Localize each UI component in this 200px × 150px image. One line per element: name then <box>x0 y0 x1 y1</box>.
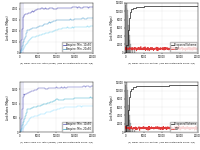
Bar <box>125 85 126 132</box>
Legend: Require: Min. 10x50, Require: Min. 20x50: Require: Min. 10x50, Require: Min. 20x50 <box>62 122 92 132</box>
Y-axis label: Link Rates (Mbps): Link Rates (Mbps) <box>110 15 114 40</box>
Bar <box>129 40 130 53</box>
Y-axis label: Link Rates (Mbps): Link Rates (Mbps) <box>6 15 10 40</box>
Bar <box>127 90 128 132</box>
Bar <box>21 82 24 132</box>
Legend: Proposed Scheme, DLP: Proposed Scheme, DLP <box>170 42 197 52</box>
Bar <box>132 129 133 132</box>
Legend: Require: Min. 10x50, Require: Min. 20x50: Require: Min. 10x50, Require: Min. 20x50 <box>62 42 92 52</box>
Bar <box>128 105 129 132</box>
Bar <box>125 6 126 53</box>
Y-axis label: Link Rates (Mbps): Link Rates (Mbps) <box>6 95 10 120</box>
Bar <box>126 80 127 132</box>
X-axis label: (a) Mean radio pair rates (Mbps) (LMs associated with slices: 2/8): (a) Mean radio pair rates (Mbps) (LMs as… <box>20 62 93 64</box>
X-axis label: (d) Mean radio cell-system (LMs associated with slices: 4/8): (d) Mean radio cell-system (LMs associat… <box>128 142 195 143</box>
X-axis label: (b) Mean radio cell-system (LMs associated with slices: 2/8): (b) Mean radio cell-system (LMs associat… <box>128 62 195 64</box>
Legend: Proposed Scheme, DLP: Proposed Scheme, DLP <box>170 122 197 132</box>
Bar <box>127 11 128 53</box>
Bar <box>130 123 131 132</box>
Bar <box>132 49 133 53</box>
Bar <box>128 25 129 53</box>
Bar <box>130 44 131 53</box>
Bar <box>134 50 135 53</box>
Bar <box>134 129 135 132</box>
Bar <box>129 115 130 132</box>
Bar <box>126 0 127 53</box>
Bar <box>129 35 130 53</box>
Y-axis label: Link Rates (Mbps): Link Rates (Mbps) <box>110 95 114 120</box>
X-axis label: (c) Mean radio pair rates (Mbps) (LMs associated with slices: 4/8): (c) Mean radio pair rates (Mbps) (LMs as… <box>20 142 93 143</box>
Bar <box>21 3 24 53</box>
Bar <box>129 120 130 132</box>
